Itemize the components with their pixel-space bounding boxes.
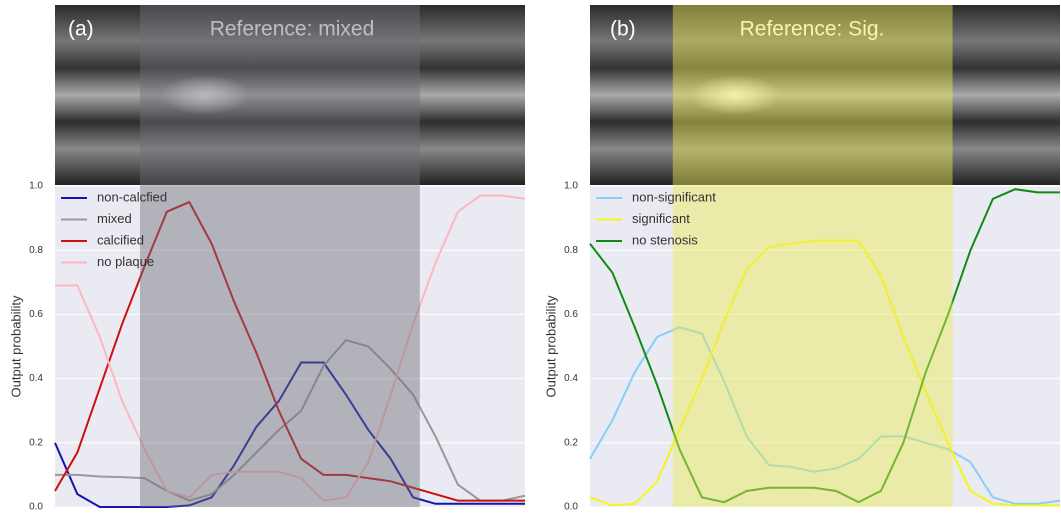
legend-label: mixed: [97, 211, 132, 226]
y-tick-label: 1.0: [29, 181, 43, 192]
legend-label: no plaque: [97, 254, 154, 269]
legend-label: non-significant: [632, 189, 716, 204]
y-tick-label: 0.4: [29, 373, 43, 384]
legend-label: significant: [632, 211, 690, 226]
shaded-span: [140, 5, 420, 507]
y-tick-label: 0.4: [564, 373, 578, 384]
panel-label: (b): [610, 18, 636, 41]
y-tick-label: 0.6: [564, 309, 578, 320]
figure: (a) Reference: mixed (b) Reference: Sig.…: [0, 0, 1061, 518]
y-tick-label: 0.8: [564, 245, 578, 256]
y-axis-label: Output probability: [543, 295, 558, 397]
y-tick-label: 0.2: [29, 437, 43, 448]
shaded-span: [673, 5, 953, 507]
y-tick-label: 1.0: [564, 181, 578, 192]
y-tick-label: 0.0: [564, 502, 578, 513]
y-tick-label: 0.6: [29, 309, 43, 320]
legend-label: calcified: [97, 232, 144, 247]
legend-label: non-calcfied: [97, 189, 167, 204]
y-tick-label: 0.2: [564, 437, 578, 448]
legend-label: no stenosis: [632, 232, 698, 247]
y-axis-label: Output probability: [8, 295, 23, 397]
y-tick-label: 0.0: [29, 502, 43, 513]
y-tick-label: 0.8: [29, 245, 43, 256]
panel-label: (a): [68, 18, 94, 41]
